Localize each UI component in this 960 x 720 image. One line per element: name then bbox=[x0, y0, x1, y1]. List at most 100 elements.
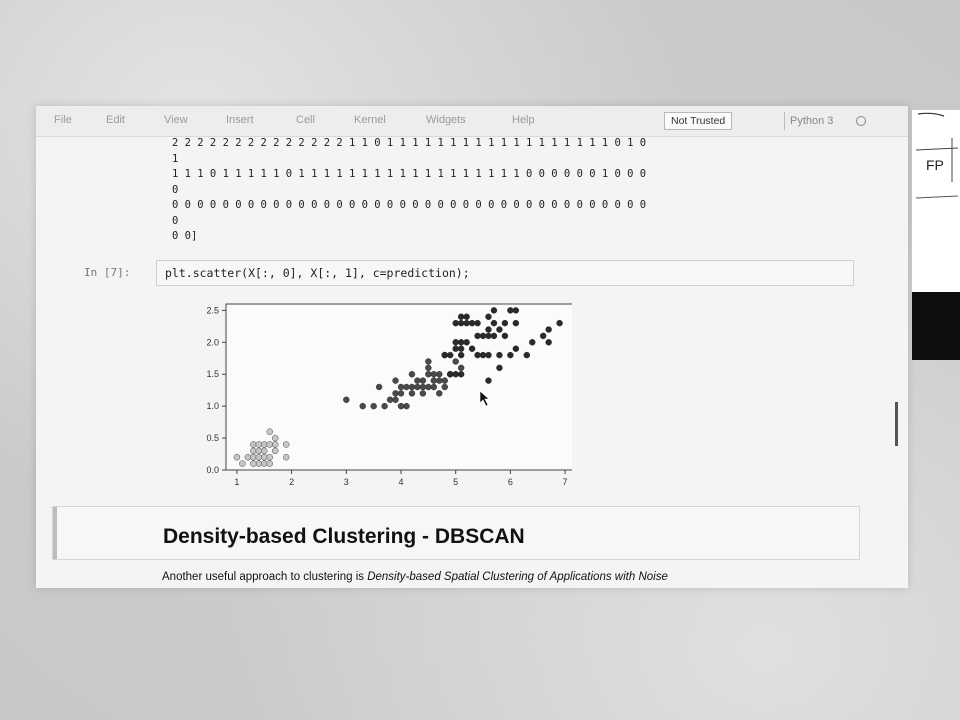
background-photo: FP bbox=[912, 110, 960, 360]
scatter-point bbox=[457, 313, 465, 320]
scatter-point bbox=[244, 454, 252, 461]
menu-widgets[interactable]: Widgets bbox=[426, 114, 466, 126]
input-prompt: In [7]: bbox=[84, 266, 131, 279]
scatter-point bbox=[425, 371, 432, 378]
scatter-point bbox=[381, 402, 388, 410]
scatter-point bbox=[392, 390, 399, 397]
menu-kernel[interactable]: Kernel bbox=[354, 114, 386, 126]
scatter-point bbox=[436, 390, 443, 397]
scatter-point bbox=[414, 383, 421, 391]
scatter-point bbox=[501, 319, 509, 327]
scatter-point bbox=[425, 364, 432, 372]
scatter-point bbox=[419, 390, 427, 397]
code-text: plt.scatter(X[:, 0], X[:, 1], c=predicti… bbox=[165, 266, 470, 280]
scatter-point bbox=[490, 319, 498, 327]
scatter-point bbox=[370, 402, 377, 410]
scatter-point bbox=[463, 339, 470, 346]
scatter-point bbox=[485, 332, 492, 340]
y-tick-label: 2.5 bbox=[206, 305, 219, 315]
scatter-point bbox=[419, 383, 427, 391]
scatter-point bbox=[397, 390, 405, 397]
output-line: 1 1 1 0 1 1 1 1 1 0 1 1 1 1 1 1 1 1 1 1 … bbox=[172, 168, 647, 180]
paragraph-italic-text: Density-based Spatial Clustering of Appl… bbox=[367, 571, 668, 583]
menu-file[interactable]: File bbox=[54, 114, 72, 126]
scatter-point bbox=[250, 460, 257, 467]
scroll-indicator bbox=[895, 402, 898, 446]
scatter-point bbox=[403, 383, 410, 391]
scatter-point bbox=[272, 447, 279, 455]
scatter-point bbox=[474, 319, 481, 327]
scatter-point bbox=[501, 332, 509, 340]
output-line: 1 bbox=[172, 152, 179, 165]
markdown-cell[interactable]: Density-based Clustering - DBSCAN bbox=[52, 506, 860, 560]
scatter-point bbox=[430, 383, 438, 391]
whiteboard-scribble: FP bbox=[915, 112, 959, 199]
scatter-point bbox=[408, 371, 416, 378]
whiteboard-text: FP bbox=[926, 157, 944, 173]
scatter-point bbox=[441, 383, 448, 391]
scatter-point bbox=[452, 319, 459, 327]
x-tick-label: 6 bbox=[508, 477, 513, 487]
scatter-point bbox=[496, 326, 503, 333]
scatter-point bbox=[403, 402, 410, 410]
y-tick-label: 2.0 bbox=[206, 337, 219, 347]
not-trusted-badge[interactable]: Not Trusted bbox=[664, 112, 733, 130]
menu-view[interactable]: View bbox=[164, 114, 188, 126]
scatter-plot-svg: 1 2 3 4 5 6 7 0.0 0.5 1.0 1.5 2.0 2.5 bbox=[206, 303, 577, 487]
scatter-point bbox=[523, 351, 530, 359]
scatter-point bbox=[457, 319, 465, 327]
menu-help[interactable]: Help bbox=[512, 114, 535, 126]
paragraph-text: Another useful approach to clustering is bbox=[162, 571, 368, 583]
menu-cell[interactable]: Cell bbox=[296, 114, 315, 126]
scatter-point bbox=[239, 460, 246, 467]
scatter-point bbox=[397, 383, 405, 391]
scatter-point bbox=[496, 351, 503, 359]
scatter-plot: 1 2 3 4 5 6 7 0.0 0.5 1.0 1.5 2.0 2.5 bbox=[162, 292, 577, 499]
scatter-point bbox=[490, 307, 498, 314]
scatter-point bbox=[507, 307, 514, 314]
x-tick-label: 7 bbox=[563, 477, 568, 487]
scatter-point bbox=[468, 319, 476, 327]
scatter-point bbox=[266, 460, 273, 467]
x-tick-label: 2 bbox=[289, 477, 294, 487]
scatter-point bbox=[266, 441, 273, 448]
output-line: 0 0 0 0 0 0 0 0 0 0 0 0 0 0 0 0 0 0 0 0 … bbox=[172, 199, 647, 211]
scatter-point bbox=[452, 358, 459, 365]
scatter-point bbox=[386, 396, 394, 403]
menu-insert[interactable]: Insert bbox=[226, 114, 254, 126]
menu-edit[interactable]: Edit bbox=[106, 114, 125, 126]
scatter-point bbox=[408, 383, 416, 391]
scatter-point bbox=[507, 351, 514, 359]
scatter-point bbox=[408, 390, 416, 397]
scatter-point bbox=[496, 364, 503, 372]
scatter-point bbox=[425, 383, 432, 391]
scatter-point bbox=[359, 402, 366, 410]
scatter-point bbox=[436, 377, 443, 384]
x-tick-label: 1 bbox=[234, 477, 239, 487]
scatter-point bbox=[250, 454, 257, 461]
scatter-point bbox=[452, 345, 459, 352]
scatter-point bbox=[485, 313, 492, 320]
dark-panel bbox=[912, 292, 960, 360]
scatter-point bbox=[392, 377, 399, 384]
scatter-point bbox=[436, 371, 443, 378]
scatter-point bbox=[255, 447, 263, 455]
scatter-point bbox=[255, 460, 263, 467]
output-line: 0 0] bbox=[172, 230, 198, 242]
y-tick-label: 1.0 bbox=[206, 401, 219, 411]
x-tick-label: 3 bbox=[344, 477, 349, 487]
scatter-point bbox=[272, 434, 279, 442]
scatter-point bbox=[255, 454, 263, 461]
scatter-point bbox=[539, 332, 547, 340]
scatter-point bbox=[447, 371, 454, 378]
code-cell[interactable]: plt.scatter(X[:, 0], X[:, 1], c=predicti… bbox=[156, 260, 854, 286]
scatter-point bbox=[414, 377, 421, 384]
scatter-point bbox=[463, 313, 470, 320]
scatter-point bbox=[266, 454, 273, 461]
scatter-point bbox=[468, 345, 476, 352]
kernel-separator bbox=[784, 112, 785, 130]
scatter-point bbox=[457, 351, 465, 359]
scatter-point bbox=[485, 326, 492, 333]
scatter-point bbox=[457, 364, 465, 372]
scatter-point bbox=[452, 339, 459, 346]
